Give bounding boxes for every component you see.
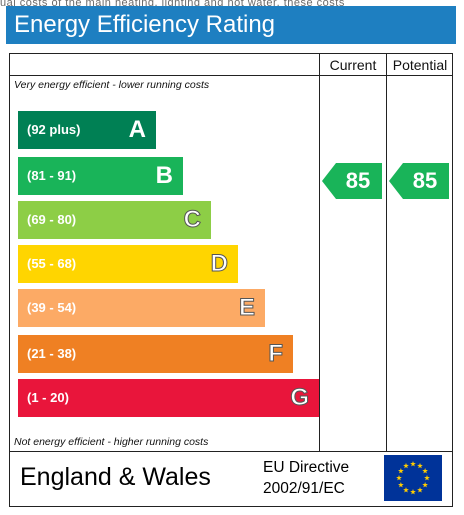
potential-rating-arrow-shape — [389, 163, 449, 199]
band-letter: F — [268, 340, 284, 368]
page-title: Energy Efficiency Rating — [14, 11, 276, 38]
flag-star — [422, 468, 428, 474]
current-column-divider — [319, 53, 320, 451]
flag-star — [396, 475, 402, 481]
footer-directive: EU Directive 2002/91/EC — [263, 457, 349, 499]
flag-star — [417, 462, 423, 469]
band-e: (39 - 54) E — [18, 289, 265, 327]
eu-flag-icon — [384, 455, 442, 501]
band-range: (21 - 38) — [27, 346, 77, 361]
band-a: (92 plus) A — [18, 111, 156, 149]
cropped-text-strip: ual costs of the main heating, lighting … — [0, 0, 345, 6]
band-letter: C — [183, 206, 201, 234]
band-c: (69 - 80) C — [18, 201, 211, 239]
footer-country: England & Wales — [20, 463, 211, 491]
current-rating-value: 85 — [345, 168, 371, 193]
flag-star — [398, 482, 404, 488]
band-letter: A — [128, 116, 146, 143]
band-range: (81 - 91) — [27, 168, 77, 183]
band-g: (1 - 20) G — [18, 379, 319, 417]
band-letter: E — [238, 294, 255, 322]
band-range: (39 - 54) — [27, 300, 77, 315]
potential-column-divider — [386, 53, 387, 451]
note-not-efficient: Not energy efficient - higher running co… — [14, 436, 209, 448]
column-header-current: Current — [329, 57, 377, 73]
header-divider — [9, 75, 453, 76]
directive-line-1: EU Directive — [263, 459, 350, 476]
band-range: (1 - 20) — [27, 390, 69, 405]
current-rating-arrow: 85 — [322, 163, 382, 199]
flag-star — [424, 475, 430, 481]
band-letter: G — [290, 384, 310, 412]
band-b: (81 - 91) B — [18, 157, 183, 195]
flag-star — [422, 482, 428, 488]
directive-line-2: 2002/91/EC — [263, 480, 345, 497]
band-range: (69 - 80) — [27, 212, 77, 227]
title-bar: Energy Efficiency Rating — [6, 6, 456, 44]
flag-star — [410, 489, 416, 495]
band-letter: B — [155, 162, 173, 189]
potential-rating-arrow: 85 — [389, 163, 449, 199]
band-f: (21 - 38) F — [18, 335, 293, 373]
band-letter: D — [210, 250, 228, 278]
band-range: (55 - 68) — [27, 256, 77, 271]
note-very-efficient: Very energy efficient - lower running co… — [14, 79, 210, 91]
rating-frame — [9, 53, 453, 507]
current-rating-arrow-shape — [322, 163, 382, 199]
potential-rating-value: 85 — [412, 168, 438, 193]
footer-divider — [9, 451, 453, 452]
band-d: (55 - 68) D — [18, 245, 238, 283]
column-header-potential: Potential — [392, 57, 448, 73]
flag-star — [403, 487, 409, 493]
flag-star — [398, 468, 404, 474]
flag-star — [410, 461, 416, 467]
band-range: (92 plus) — [27, 122, 81, 137]
flag-star — [417, 487, 423, 493]
flag-star — [403, 462, 409, 469]
